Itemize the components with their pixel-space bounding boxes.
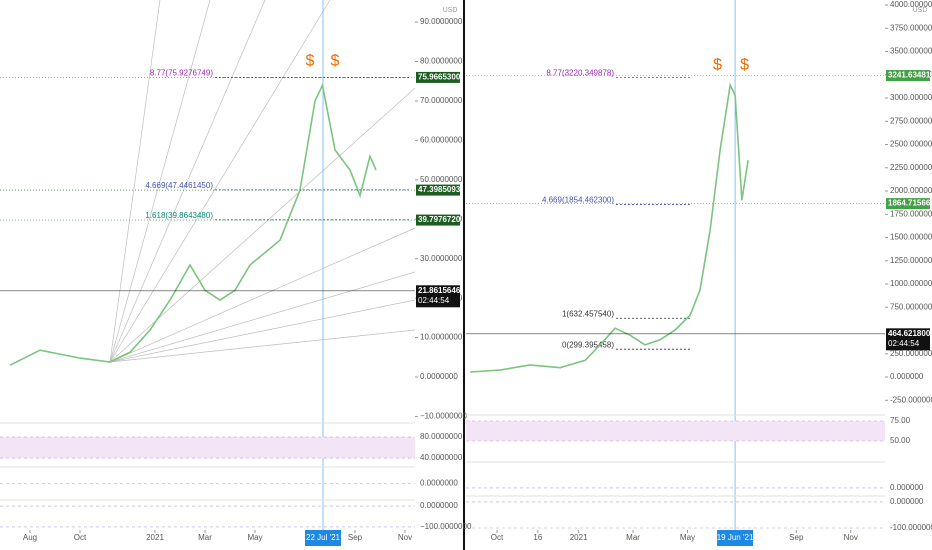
fib-label: 0(299.395458): [562, 340, 614, 349]
y-tick-label: 1250.000000: [890, 256, 932, 265]
fan-line: [109, 0, 266, 363]
x-tick-label: Sep: [789, 533, 804, 542]
price-line: [9, 82, 377, 366]
y-tick-label: 1000.000000: [890, 279, 932, 288]
date-marker-box: [717, 530, 754, 546]
price-label: 21.8615646: [418, 286, 461, 295]
x-tick-label: 2021: [570, 533, 588, 542]
y-tick-label: -250.000000: [890, 395, 932, 404]
date-marker-label: 22 Jul '21: [306, 533, 341, 542]
fan-line: [109, 227, 416, 363]
x-tick-label: 16: [533, 533, 542, 542]
y-tick-label: 3500.000000: [890, 47, 932, 56]
y-tick-label: 0.000000: [890, 372, 924, 381]
price-label-box: [416, 285, 460, 308]
x-tick-label: Oct: [74, 533, 87, 542]
y-tick-label: 2000.000000: [890, 186, 932, 195]
y-tick-label: 750.000000: [890, 302, 932, 311]
price-label: 39.7976720: [418, 215, 461, 224]
price-label: 47.3985093: [418, 185, 461, 194]
price-line: [470, 82, 749, 373]
axis-unit: USD: [913, 7, 928, 14]
y-tick-label: 30.0000000: [420, 254, 463, 263]
y-tick-label: 70.0000000: [420, 96, 463, 105]
x-tick-label: Aug: [23, 533, 37, 542]
price-label: 3241.634810: [888, 71, 932, 80]
date-marker-label: 19 Jun '21: [717, 533, 754, 542]
fib-label: 8.77(3220.349878): [546, 69, 614, 78]
price-label: 464.621800: [888, 329, 931, 338]
y-tick-label: 3750.000000: [890, 23, 932, 32]
dollar-annotation: $: [306, 53, 315, 70]
y-tick-label: 50.0000000: [420, 175, 463, 184]
axis-unit: USD: [443, 7, 458, 14]
pane-tick-label: 0.0000000: [420, 501, 458, 510]
fan-line: [109, 299, 416, 363]
pane-tick-label: −100.0000000: [420, 522, 472, 531]
fan-line: [109, 87, 416, 363]
x-tick-label: Nov: [398, 533, 412, 542]
fib-label: 4.669(1854.462300): [542, 196, 614, 205]
y-tick-label: 2750.000000: [890, 116, 932, 125]
fan-line: [109, 271, 416, 363]
y-tick-label: 1500.000000: [890, 233, 932, 242]
pane-tick-label: 80.0000000: [420, 432, 463, 441]
fan-line: [109, 0, 211, 363]
fib-label: 4.669(47.4461450): [145, 181, 213, 190]
fan-line: [109, 329, 416, 363]
x-tick-label: May: [680, 533, 695, 542]
pane-tick-label: 40.0000000: [420, 453, 463, 462]
price-label-box: [886, 198, 930, 210]
pane-tick-label: 0.000000: [890, 497, 924, 506]
countdown-label: 02:44:54: [888, 339, 920, 348]
price-label-box: [886, 70, 930, 82]
y-tick-label: 2500.000000: [890, 140, 932, 149]
y-tick-label: 4000.000000: [890, 0, 932, 9]
pane-tick-label: 50.00: [890, 436, 911, 445]
fib-label: 1(632.457540): [562, 309, 614, 318]
fib-label: 8.77(75.9276749): [150, 69, 214, 78]
y-tick-label: 60.0000000: [420, 136, 463, 145]
dollar-annotation: $: [331, 53, 340, 70]
y-tick-label: 2250.000000: [890, 163, 932, 172]
fan-line: [109, 0, 161, 363]
pane-tick-label: -100.000000: [890, 523, 932, 532]
price-label: 1864.715666: [888, 199, 932, 208]
x-tick-label: Sep: [348, 533, 363, 542]
x-tick-label: Nov: [844, 533, 858, 542]
y-tick-label: −10.0000000: [420, 412, 467, 421]
x-tick-label: May: [247, 533, 262, 542]
x-tick-label: Oct: [491, 533, 504, 542]
y-tick-label: 10.0000000: [420, 333, 463, 342]
price-label-box: [416, 184, 460, 196]
price-label: 75.9665300: [418, 73, 461, 82]
y-tick-label: 90.0000000: [420, 17, 463, 26]
rsi-band: [0, 437, 415, 459]
fan-lines: [109, 0, 416, 363]
x-tick-label: Mar: [626, 533, 640, 542]
date-marker-box: [305, 530, 341, 546]
price-label-box: [416, 214, 460, 226]
dollar-annotation: $: [713, 57, 722, 74]
y-tick-label: 3000.000000: [890, 93, 932, 102]
price-label-box: [416, 71, 460, 83]
y-tick-label: 80.0000000: [420, 57, 463, 66]
x-tick-label: 2021: [146, 533, 164, 542]
fib-label: 1.618(39.8643480): [145, 211, 213, 220]
y-tick-label: 250.000000: [890, 349, 932, 358]
countdown-label: 02:44:54: [418, 296, 450, 305]
rsi-band: [466, 421, 885, 441]
price-label-box: [886, 328, 930, 351]
dollar-annotation: $: [740, 57, 749, 74]
pane-tick-label: 75.00: [890, 416, 911, 425]
pane-tick-label: 0.000000: [890, 483, 924, 492]
fan-line: [109, 0, 331, 363]
y-tick-label: 0.0000000: [420, 372, 458, 381]
x-tick-label: Mar: [198, 533, 212, 542]
y-tick-label: 1750.000000: [890, 209, 932, 218]
pane-tick-label: 0.0000000: [420, 479, 458, 488]
